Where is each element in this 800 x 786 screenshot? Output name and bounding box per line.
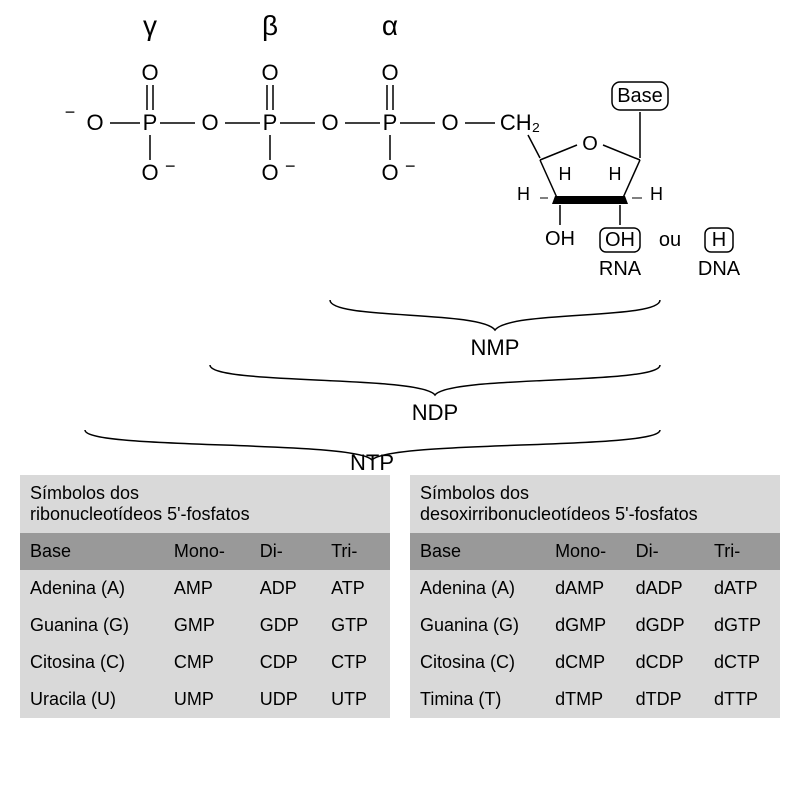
svg-text:O: O: [86, 110, 103, 135]
svg-text:−: −: [65, 102, 76, 122]
table-row: Uracila (U)UMPUDPUTP: [20, 681, 390, 718]
nmp-label: NMP: [471, 335, 520, 360]
table-row: Guanina (G)GMPGDPGTP: [20, 607, 390, 644]
col-di: Di-: [250, 533, 321, 570]
c2-oh-boxed: OH: [605, 229, 635, 251]
c3-oh: OH: [545, 228, 575, 250]
table-row: Citosina (C)CMPCDPCTP: [20, 644, 390, 681]
ntp-label: NTP: [350, 450, 394, 475]
rna-label: RNA: [599, 258, 642, 280]
phosphate-gamma: O P O − O − O: [65, 60, 219, 185]
svg-text:O: O: [321, 110, 338, 135]
svg-text:−: −: [405, 156, 416, 176]
svg-text:O: O: [261, 60, 278, 85]
nucleotide-tables: Símbolos dosribonucleotídeos 5'-fosfatos…: [0, 475, 800, 718]
svg-text:P: P: [143, 110, 158, 135]
deoxyribonucleotides-table: Símbolos dosdesoxirribonucleotídeos 5'-f…: [410, 475, 780, 718]
svg-text:H: H: [650, 184, 663, 204]
table-row: Timina (T)dTMPdTDPdTTP: [410, 681, 780, 718]
ribo-title: Símbolos dosribonucleotídeos 5'-fosfatos: [20, 475, 390, 533]
col-tri: Tri-: [704, 533, 780, 570]
col-base: Base: [20, 533, 164, 570]
deoxy-title: Símbolos dosdesoxirribonucleotídeos 5'-f…: [410, 475, 780, 533]
table-header-row: Base Mono- Di- Tri-: [410, 533, 780, 570]
svg-text:O: O: [441, 110, 458, 135]
ch2-label: CH₂: [500, 110, 540, 135]
table-row: Adenina (A)AMPADPATP: [20, 570, 390, 607]
beta-label: β: [262, 10, 278, 41]
svg-text:H: H: [609, 164, 622, 184]
base-box: Base: [617, 85, 663, 107]
svg-text:O: O: [381, 160, 398, 185]
nucleotide-structure-diagram: γ β α O P O − O − O O P O − O O P: [0, 0, 800, 475]
h-box: H: [712, 229, 726, 251]
table-row: Adenina (A)dAMPdADPdATP: [410, 570, 780, 607]
gamma-label: γ: [143, 10, 157, 41]
table-row: Guanina (G)dGMPdGDPdGTP: [410, 607, 780, 644]
svg-text:−: −: [285, 156, 296, 176]
svg-text:H: H: [559, 164, 572, 184]
svg-text:O: O: [381, 60, 398, 85]
col-base: Base: [410, 533, 545, 570]
ribose-ring: O H H H H OH OH Base: [517, 82, 668, 252]
svg-text:−: −: [165, 156, 176, 176]
svg-text:O: O: [261, 160, 278, 185]
ring-oxygen: O: [582, 133, 598, 155]
brace-ndp: [210, 365, 660, 395]
svg-text:O: O: [201, 110, 218, 135]
col-tri: Tri-: [321, 533, 390, 570]
svg-text:O: O: [141, 160, 158, 185]
phosphate-beta: O P O − O: [225, 60, 339, 185]
col-mono: Mono-: [164, 533, 250, 570]
ndp-label: NDP: [412, 400, 458, 425]
col-mono: Mono-: [545, 533, 626, 570]
svg-text:H: H: [517, 184, 530, 204]
alpha-label: α: [382, 10, 398, 41]
col-di: Di-: [626, 533, 704, 570]
dna-label: DNA: [698, 258, 741, 280]
svg-text:P: P: [383, 110, 398, 135]
svg-text:O: O: [141, 60, 158, 85]
phosphate-alpha: O P O − O: [345, 60, 495, 185]
ribonucleotides-table: Símbolos dosribonucleotídeos 5'-fosfatos…: [20, 475, 390, 718]
svg-text:P: P: [263, 110, 278, 135]
brace-nmp: [330, 300, 660, 330]
ou-label: ou: [659, 229, 681, 251]
table-row: Citosina (C)dCMPdCDPdCTP: [410, 644, 780, 681]
table-header-row: Base Mono- Di- Tri-: [20, 533, 390, 570]
